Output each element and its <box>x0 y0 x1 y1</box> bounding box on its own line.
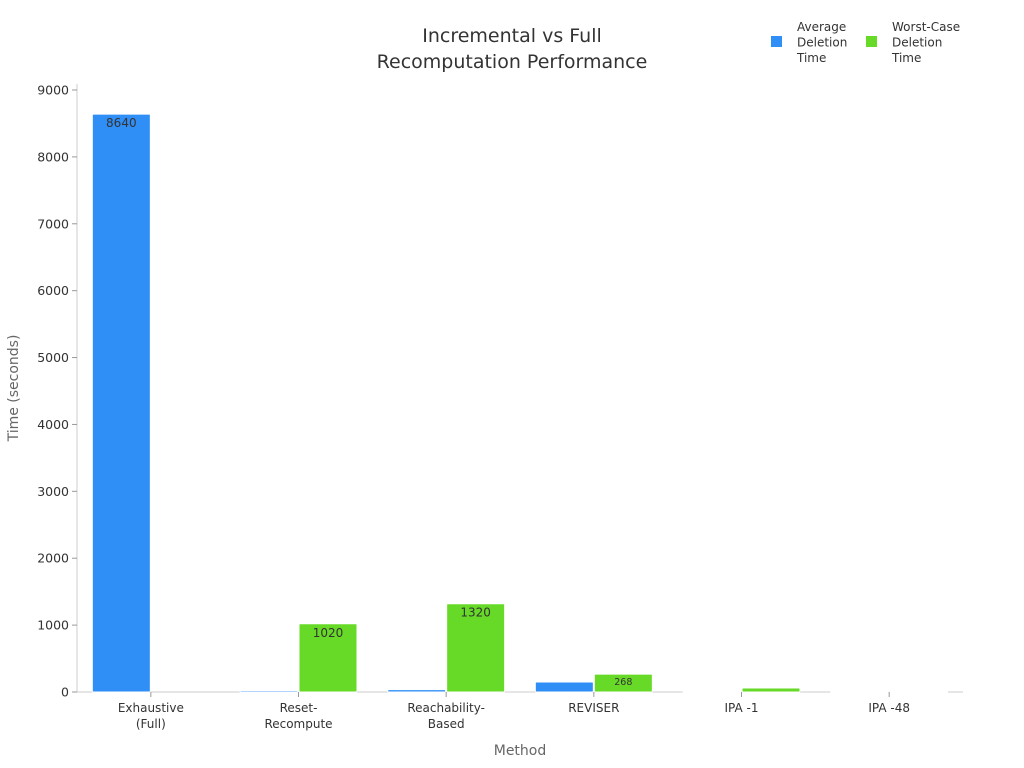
bar-worst-case-1 <box>298 623 358 693</box>
bars: 8640 1020 1320 268 <box>91 113 949 694</box>
data-label: 1320 <box>460 606 491 620</box>
x-tick-label: Exhaustive <box>118 701 184 715</box>
y-tick-label: 7000 <box>37 216 69 231</box>
y-axis-title: Time (seconds) <box>6 335 22 443</box>
legend-label-1: Deletion <box>892 36 942 50</box>
x-tick-label: IPA -48 <box>868 701 910 715</box>
y-axis-ticks: 0 1000 2000 3000 4000 5000 6000 7000 8000 9000 <box>37 83 77 700</box>
legend-swatch-1 <box>866 36 877 47</box>
legend-label-1: Worst-Case <box>892 20 960 34</box>
data-label: 1020 <box>313 626 344 640</box>
data-label: 8640 <box>106 116 137 130</box>
bar-worst-case-5 <box>889 691 949 694</box>
legend-swatch-0 <box>771 36 782 47</box>
legend-label-1: Time <box>891 51 921 65</box>
legend-label-0: Time <box>796 51 826 65</box>
x-tick-label: Based <box>428 717 465 731</box>
y-tick-label: 6000 <box>37 283 69 298</box>
x-tick-label: IPA -1 <box>725 701 759 715</box>
x-tick-label: REVISER <box>568 701 619 715</box>
bar-worst-case-2 <box>446 603 506 693</box>
bar-worst-case-3 <box>593 673 653 693</box>
bar-average-2 <box>387 689 447 693</box>
chart-title-line-1: Incremental vs Full <box>422 25 602 47</box>
bar-average-0 <box>91 113 151 693</box>
legend: AverageDeletionTimeWorst-CaseDeletionTim… <box>771 20 960 65</box>
bar-average-5 <box>830 691 890 694</box>
y-tick-label: 9000 <box>37 83 69 98</box>
chart-title-line-2: Recomputation Performance <box>377 51 648 73</box>
x-tick-label: (Full) <box>136 717 166 731</box>
x-tick-label: Reachability- <box>407 701 485 715</box>
legend-label-0: Deletion <box>797 36 847 50</box>
y-tick-label: 3000 <box>37 484 69 499</box>
x-axis-labels: Exhaustive (Full) Reset- Recompute Reachabil… <box>118 692 910 731</box>
legend-label-0: Average <box>797 20 846 34</box>
y-tick-label: 8000 <box>37 149 69 164</box>
y-tick-label: 5000 <box>37 350 69 365</box>
y-tick-label: 1000 <box>37 618 69 633</box>
y-tick-label: 0 <box>61 685 69 700</box>
bar-average-3 <box>534 681 594 693</box>
bar-average-4 <box>682 691 742 694</box>
x-tick-label: Reset- <box>280 701 318 715</box>
y-tick-label: 2000 <box>37 551 69 566</box>
x-axis-title: Method <box>494 743 547 759</box>
bar-worst-case-4 <box>741 687 801 693</box>
y-tick-label: 4000 <box>37 417 69 432</box>
data-label: 268 <box>614 677 632 688</box>
x-tick-label: Recompute <box>264 717 332 731</box>
bar-average-1 <box>239 690 299 693</box>
